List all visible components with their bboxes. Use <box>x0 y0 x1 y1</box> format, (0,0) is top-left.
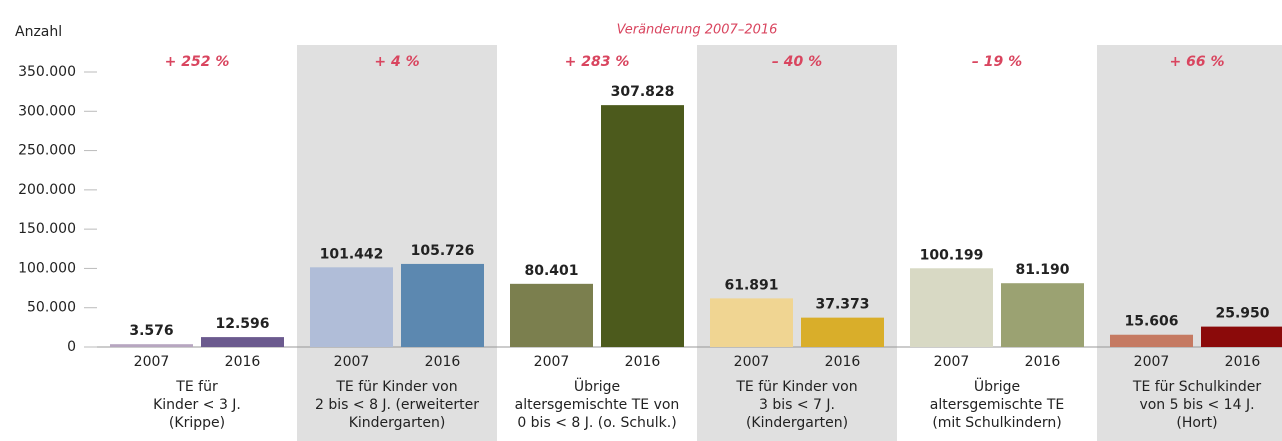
band-layer <box>297 45 1282 441</box>
group-label: (mit Schulkindern) <box>932 415 1061 431</box>
bar <box>310 267 393 347</box>
value-label: 25.950 <box>1215 306 1269 322</box>
value-label: 61.891 <box>724 277 778 293</box>
value-label: 100.199 <box>920 247 984 263</box>
change-label: + 252 % <box>165 54 230 70</box>
x-tick-label: 2007 <box>934 354 970 370</box>
x-tick-label: 2007 <box>734 354 770 370</box>
y-tick-label: 0 <box>67 339 76 355</box>
change-label: + 283 % <box>565 54 630 70</box>
group-label: 3 bis < 7 J. <box>759 397 835 413</box>
x-tick-label: 2007 <box>1134 354 1170 370</box>
group-label: von 5 bis < 14 J. <box>1139 397 1254 413</box>
group-label: TE für Kinder von <box>335 379 457 395</box>
value-label: 37.373 <box>815 297 869 313</box>
x-tick-label: 2007 <box>534 354 570 370</box>
bar <box>201 337 284 347</box>
value-label: 3.576 <box>129 323 173 339</box>
value-label: 15.606 <box>1124 314 1178 330</box>
group-label: TE für Kinder von <box>735 379 857 395</box>
y-tick-label: 50.000 <box>27 300 76 316</box>
bar <box>1001 283 1084 347</box>
group-label: Übrige <box>574 377 620 395</box>
bar <box>1201 326 1282 347</box>
value-label: 81.190 <box>1015 262 1069 278</box>
group-label: Kinder < 3 J. <box>153 397 241 413</box>
change-label: – 19 % <box>972 54 1022 70</box>
x-tick-label: 2016 <box>425 354 461 370</box>
bar <box>110 344 193 347</box>
group-label: 2 bis < 8 J. (erweiterter <box>315 397 479 413</box>
bar <box>601 105 684 348</box>
y-tick-label: 350.000 <box>18 64 76 80</box>
group-label: 0 bis < 8 J. (o. Schulk.) <box>517 415 676 431</box>
group-band <box>297 45 497 441</box>
x-tick-label: 2016 <box>825 354 861 370</box>
x-tick-label: 2016 <box>625 354 661 370</box>
change-label: + 4 % <box>374 54 419 70</box>
bar <box>510 283 593 347</box>
value-label: 307.828 <box>611 84 675 100</box>
bar <box>1110 334 1193 347</box>
group-label: TE für Schulkinder <box>1132 379 1261 395</box>
group-label: altersgemischte TE <box>930 397 1064 413</box>
y-tick-label: 250.000 <box>18 143 76 159</box>
y-tick-label: 200.000 <box>18 182 76 198</box>
bar <box>910 268 993 347</box>
bar <box>801 317 884 347</box>
group-label: (Hort) <box>1176 415 1217 431</box>
group-label: (Kindergarten) <box>746 415 848 431</box>
x-tick-label: 2016 <box>225 354 261 370</box>
bar <box>401 263 484 347</box>
group-label: altersgemischte TE von <box>515 397 680 413</box>
x-tick-label: 2007 <box>134 354 170 370</box>
y-tick-label: 100.000 <box>18 260 76 276</box>
x-tick-label: 2007 <box>334 354 370 370</box>
value-label: 12.596 <box>215 316 269 332</box>
group-band <box>697 45 897 441</box>
y-axis-label: Anzahl <box>15 24 62 40</box>
annotation: Veränderung 2007–2016 <box>617 23 778 38</box>
value-label: 101.442 <box>320 246 384 262</box>
y-tick-label: 150.000 <box>18 221 76 237</box>
group-band <box>1097 45 1282 441</box>
group-label: TE für <box>175 379 218 395</box>
value-label: 105.726 <box>411 243 475 259</box>
bar <box>710 298 793 347</box>
y-tick-label: 300.000 <box>18 103 76 119</box>
change-label: – 40 % <box>772 54 822 70</box>
group-label: (Krippe) <box>169 415 225 431</box>
value-label: 80.401 <box>524 263 578 279</box>
group-label: Übrige <box>974 377 1020 395</box>
x-tick-label: 2016 <box>1225 354 1261 370</box>
group-label: Kindergarten) <box>349 415 446 431</box>
x-tick-label: 2016 <box>1025 354 1061 370</box>
change-label: + 66 % <box>1170 54 1225 70</box>
